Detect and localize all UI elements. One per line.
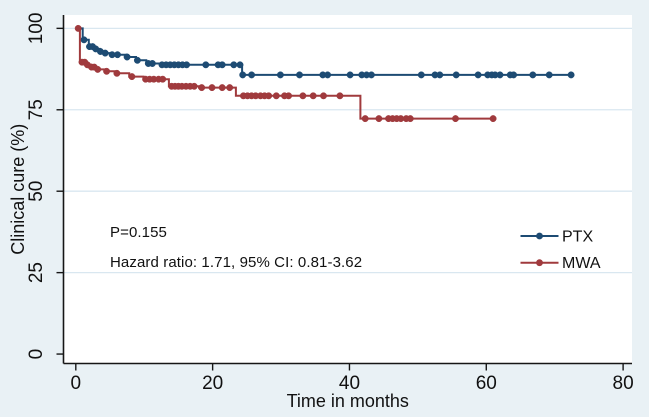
series-PTX-censor-mark — [101, 49, 109, 57]
x-tick-label: 20 — [202, 373, 223, 394]
series-MWA-censor-mark — [159, 75, 167, 83]
legend-marker-MWA — [536, 259, 543, 267]
series-MWA-censor-mark — [320, 92, 327, 100]
legend-marker-PTX — [536, 232, 543, 240]
series-PTX-censor-mark — [346, 71, 354, 79]
series-MWA-censor-mark — [74, 24, 82, 32]
y-tick-label: 25 — [26, 262, 47, 283]
series-MWA-censor-mark — [489, 115, 497, 123]
y-tick-label: 100 — [26, 13, 47, 45]
series-MWA-censor-mark — [285, 92, 293, 100]
series-PTX-censor-mark — [324, 71, 332, 79]
y-tick-label: 75 — [26, 99, 47, 120]
series-MWA-censor-mark — [336, 92, 344, 100]
series-PTX-censor-mark — [230, 61, 238, 69]
series-PTX-censor-mark — [123, 53, 131, 61]
series-PTX-censor-mark — [417, 71, 425, 79]
series-MWA-censor-mark — [226, 84, 234, 92]
series-PTX-censor-mark — [218, 61, 226, 69]
y-tick-label: 50 — [26, 181, 47, 202]
series-PTX-censor-mark — [202, 61, 210, 69]
series-MWA-censor-mark — [94, 65, 102, 73]
series-PTX-censor-mark — [80, 36, 88, 44]
x-tick-label: 0 — [71, 373, 82, 394]
series-MWA-censor-mark — [309, 92, 317, 100]
series-PTX-censor-mark — [248, 71, 256, 79]
series-PTX-censor-mark — [114, 51, 121, 59]
series-PTX-censor-mark — [133, 56, 141, 64]
series-MWA-censor-mark — [190, 82, 198, 90]
legend-label-MWA: MWA — [562, 255, 601, 272]
series-PTX-censor-mark — [567, 71, 575, 79]
series-MWA-censor-mark — [208, 84, 216, 92]
series-MWA-censor-mark — [272, 92, 280, 100]
series-PTX-censor-mark — [276, 71, 284, 79]
series-PTX-censor-mark — [510, 71, 518, 79]
series-PTX-censor-mark — [367, 71, 375, 79]
series-PTX-censor-mark — [236, 61, 244, 69]
series-MWA-censor-mark — [198, 84, 206, 92]
p-value-annotation: P=0.155 — [110, 224, 168, 241]
y-tick-label: 0 — [26, 349, 47, 360]
legend-label-PTX: PTX — [562, 229, 593, 246]
series-PTX-censor-mark — [474, 71, 482, 79]
hazard-ratio-annotation: Hazard ratio: 1.71, 95% CI: 0.81-3.62 — [110, 254, 363, 271]
series-MWA-censor-mark — [218, 84, 226, 92]
series-PTX-censor-mark — [239, 71, 247, 79]
series-PTX-censor-mark — [496, 71, 504, 79]
series-MWA-censor-mark — [265, 92, 273, 100]
series-MWA-censor-mark — [103, 67, 111, 75]
series-PTX-censor-mark — [545, 71, 553, 79]
series-PTX-censor-mark — [183, 61, 191, 69]
series-PTX-censor-mark — [436, 71, 444, 79]
series-MWA-censor-mark — [406, 115, 414, 123]
y-axis-title: Clinical cure (%) — [8, 124, 28, 255]
series-MWA-censor-mark — [361, 115, 369, 123]
series-PTX-censor-mark — [148, 60, 156, 67]
series-MWA-censor-mark — [113, 69, 121, 77]
plot-area — [63, 15, 632, 364]
x-tick-label: 40 — [339, 373, 360, 394]
series-MWA-censor-mark — [299, 92, 307, 100]
series-MWA-censor-mark — [375, 115, 383, 123]
series-PTX-censor-mark — [452, 71, 460, 79]
series-PTX-censor-mark — [296, 71, 303, 79]
x-tick-label: 80 — [613, 373, 634, 394]
series-PTX-censor-mark — [529, 71, 537, 79]
x-tick-label: 60 — [476, 373, 497, 394]
x-axis-title: Time in months — [287, 391, 409, 411]
series-MWA-censor-mark — [128, 73, 136, 81]
series-MWA-censor-mark — [452, 115, 459, 123]
